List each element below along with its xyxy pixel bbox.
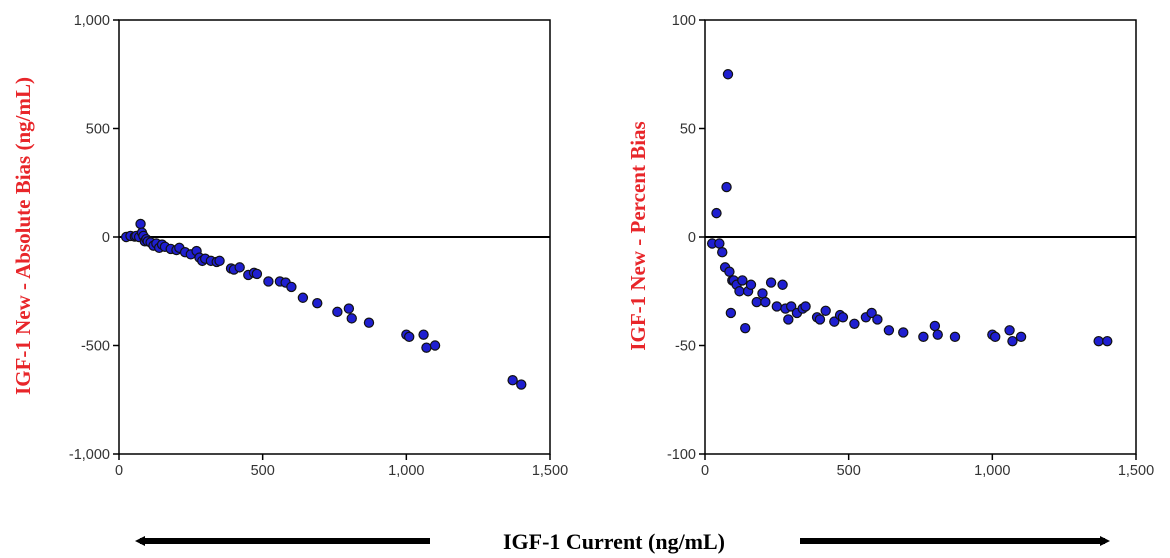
data-point [507,375,518,386]
plot-area [704,19,1137,455]
data-point [725,307,737,319]
data-point [777,279,788,290]
data-point [135,218,146,230]
x-tick-label: 0 [115,463,123,479]
data-point [883,325,895,336]
x-tick-label: 1,500 [1118,463,1154,479]
shared-x-axis-title: IGF-1 Current (ng/mL) [503,529,725,554]
data-point [421,342,432,353]
data-point [737,275,748,286]
data-point [866,307,877,319]
y-tick-label: 0 [688,230,696,246]
data-point [251,268,263,280]
data-point [332,306,343,318]
data-point [722,69,734,80]
data-point [363,317,375,328]
tick-labels: -100 -50 0 50 100 0 500 1,000 1,500 [667,13,1154,479]
x-tick-label: 0 [701,463,709,479]
y-tick-label: 50 [680,122,696,138]
data-point [740,322,751,334]
data-point [343,303,355,314]
data-point [760,296,771,308]
x-tick-label: 500 [837,463,861,479]
tick-labels: -1,000 -500 0 500 1,000 0 500 1,000 1,500 [69,13,568,479]
data-point [263,276,274,287]
data-point [516,379,527,390]
data-point [918,331,929,343]
data-point [872,314,883,325]
data-point [783,314,794,325]
data-point [820,305,831,316]
data-point [711,207,722,219]
data-point [949,331,961,343]
data-point [234,262,245,273]
data-point [714,238,725,249]
y-tick-label: 0 [102,230,110,246]
y-tick-label: -500 [81,339,110,355]
data-point [418,329,429,340]
y-tick-label: -1,000 [69,447,110,463]
data-point [849,318,860,329]
absolute-bias-chart: IGF-1 New - Absolute Bias (ng/mL) -1,000… [11,13,568,479]
data-point [1004,325,1015,336]
data-point [786,301,797,312]
data-point [837,312,849,323]
x-tick-label: 1,500 [532,463,568,479]
data-point [757,288,768,299]
y-tick-label: -100 [667,447,696,463]
x-tick-label: 1,000 [974,463,1010,479]
data-point [1015,331,1027,343]
y-tick-label: 1,000 [74,13,110,29]
data-point [771,301,783,312]
data-point [765,277,777,288]
data-point [724,266,735,277]
data-point [814,314,826,325]
data-point [1007,335,1018,347]
data-point [932,329,943,340]
data-point [717,246,728,258]
y-axis-title: IGF-1 New - Percent Bias [626,121,650,350]
plot-area [118,19,551,455]
data-point [1102,335,1113,347]
data-point [721,181,732,193]
x-tick-label: 500 [251,463,275,479]
data-point [312,297,323,309]
y-axis-title: IGF-1 New - Absolute Bias (ng/mL) [11,77,35,395]
data-point [734,286,745,297]
data-point [346,313,357,324]
data-point [429,340,441,351]
y-tick-label: 500 [86,122,110,138]
percent-bias-chart: IGF-1 New - Percent Bias -100 -50 0 50 100 0 5… [626,13,1154,479]
data-point [800,301,811,312]
data-point [929,320,941,332]
data-point [745,279,757,290]
data-point [404,331,415,343]
data-point [751,296,762,308]
shared-x-axis-title-group: IGF-1 Current (ng/mL) [135,529,1110,554]
data-point [829,316,840,327]
data-point [1093,335,1104,347]
y-tick-label: 100 [672,13,696,29]
data-point [898,327,909,338]
data-point [214,255,225,267]
data-point [990,331,1001,343]
x-tick-label: 1,000 [388,463,424,479]
y-tick-label: -50 [675,339,696,355]
data-point [297,292,309,303]
data-point [286,281,297,293]
